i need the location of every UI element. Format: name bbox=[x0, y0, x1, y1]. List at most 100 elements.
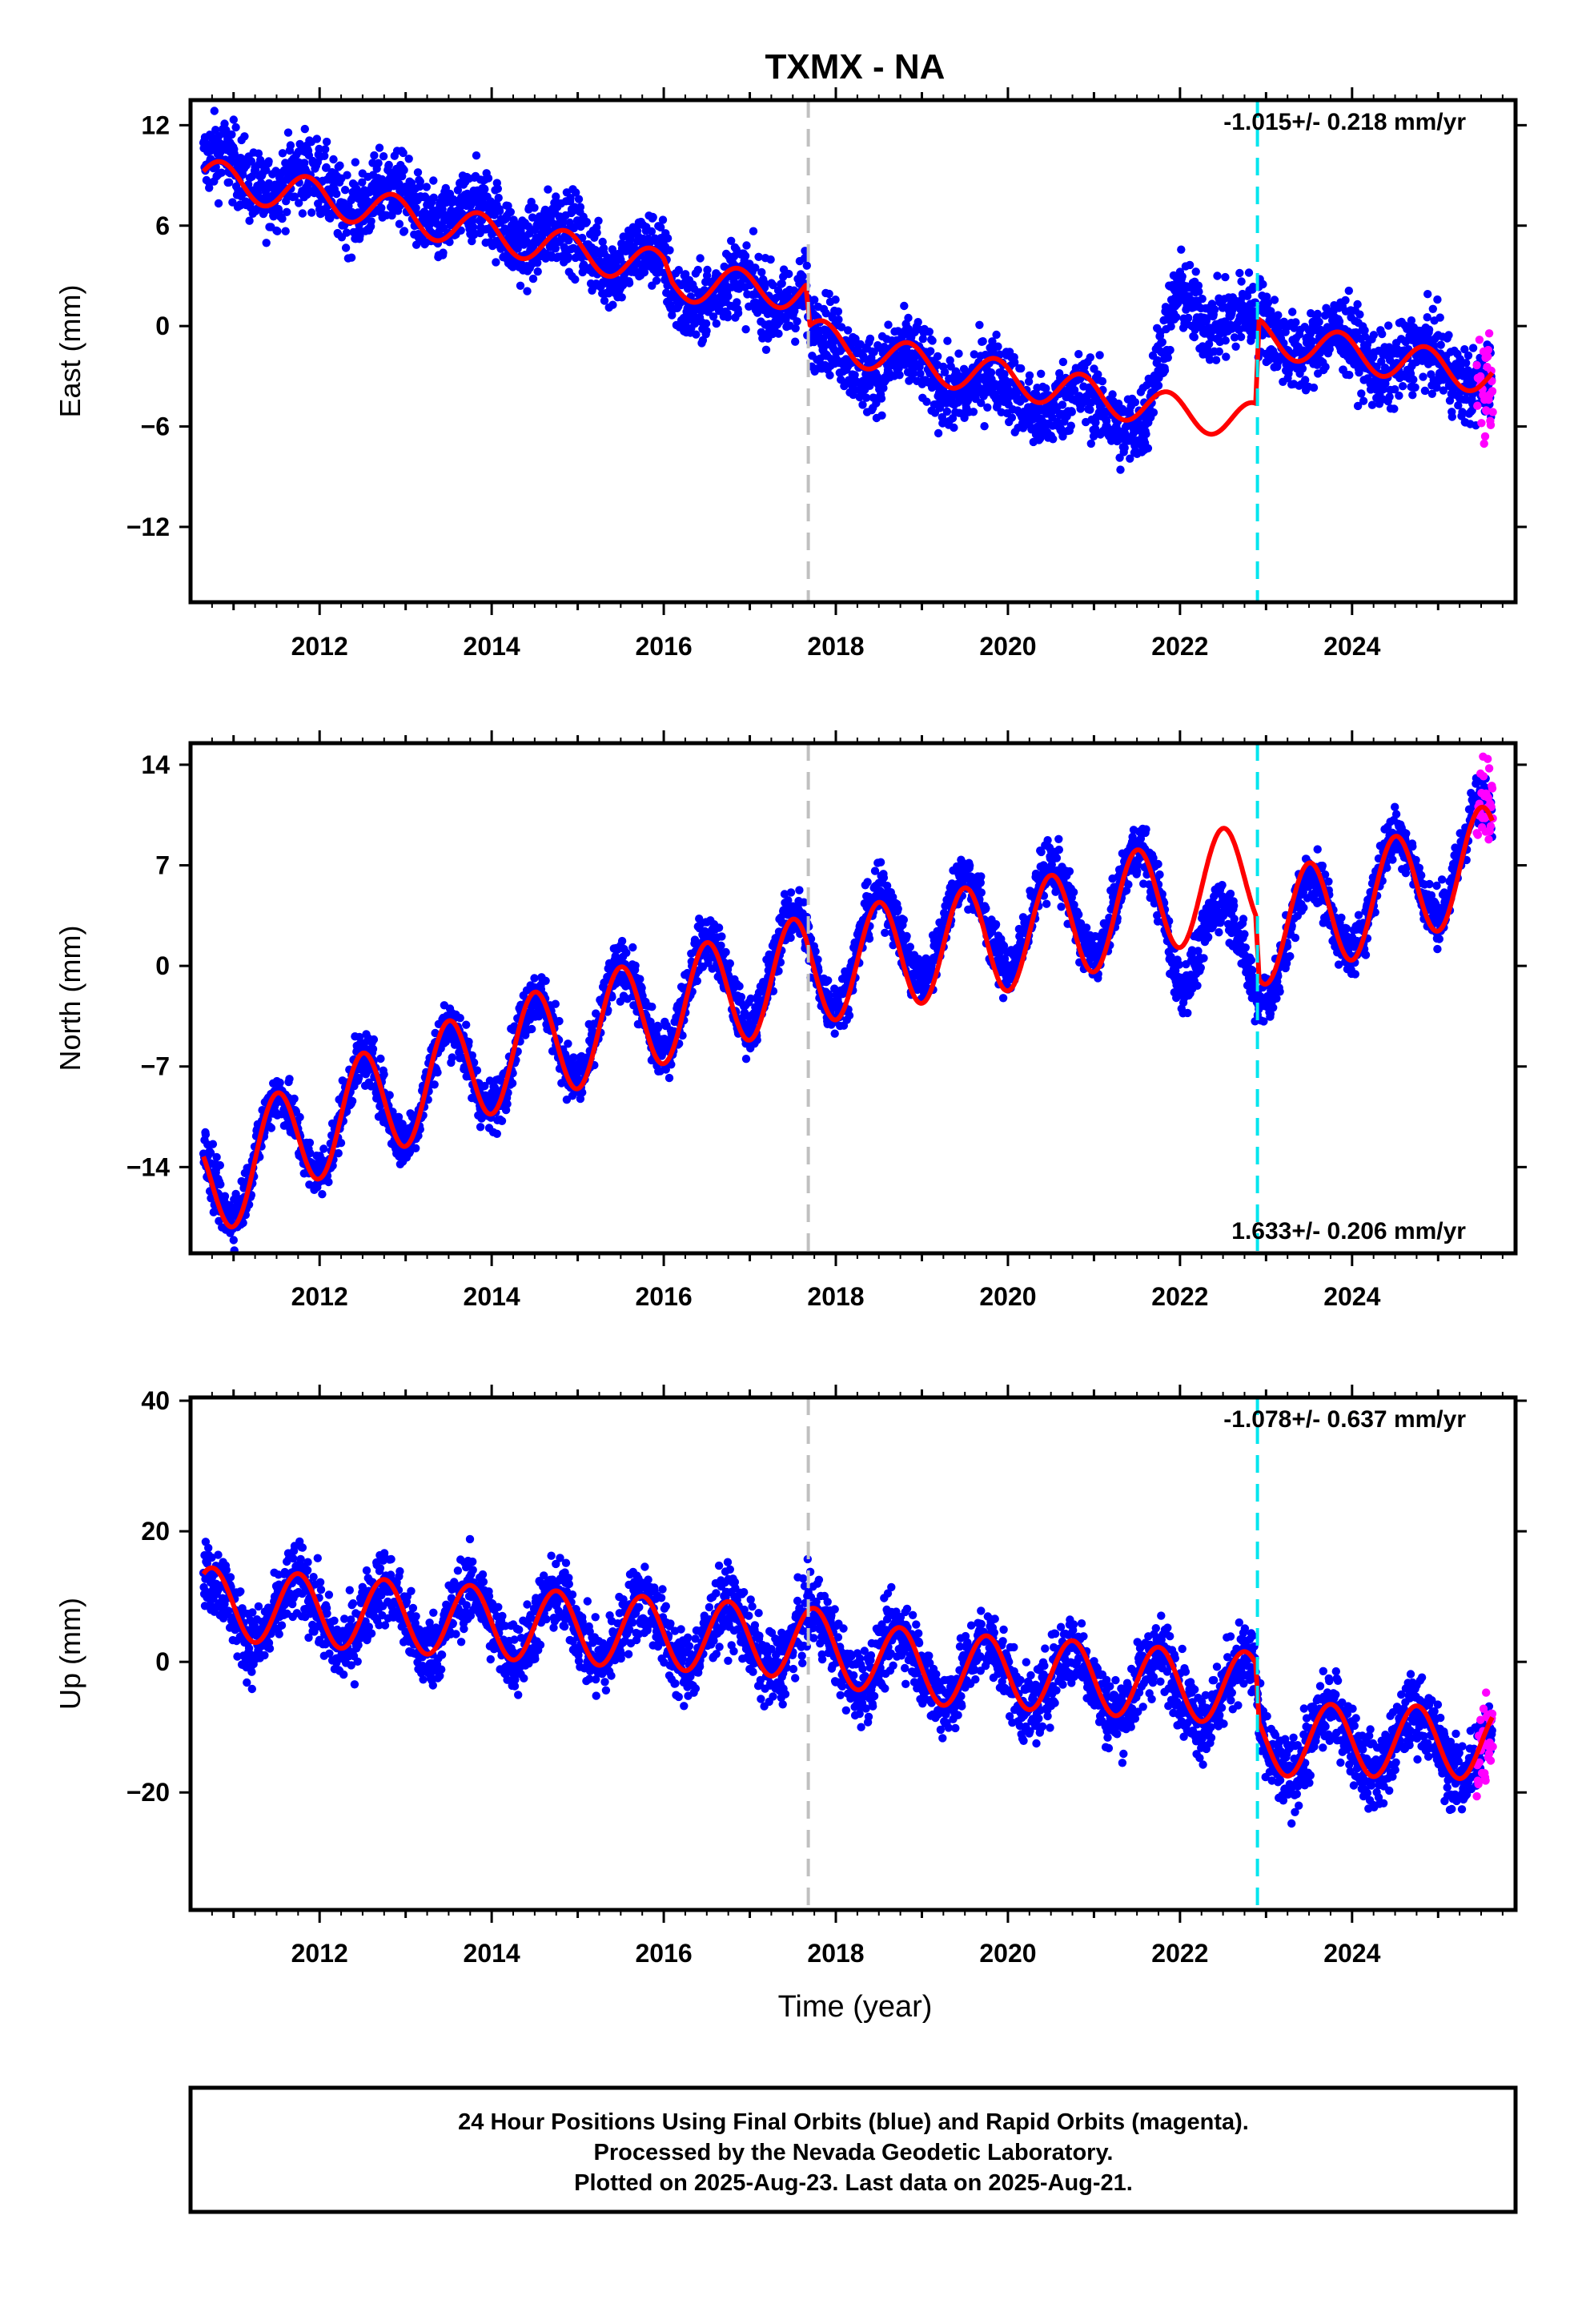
data-point bbox=[412, 1144, 420, 1153]
x-tick-label: 2024 bbox=[1323, 632, 1380, 661]
data-point bbox=[1067, 408, 1077, 416]
rapid-data-point bbox=[1488, 387, 1497, 396]
data-point bbox=[201, 1130, 211, 1139]
data-point bbox=[264, 157, 273, 166]
y-axis-label: East (mm) bbox=[54, 285, 86, 418]
data-point bbox=[375, 143, 384, 152]
data-point bbox=[928, 336, 937, 345]
plot-area bbox=[199, 107, 1497, 474]
data-point bbox=[1468, 344, 1478, 352]
data-point bbox=[387, 211, 396, 220]
data-point bbox=[1444, 331, 1453, 340]
data-point bbox=[785, 269, 793, 279]
data-point bbox=[379, 152, 388, 161]
data-point bbox=[1160, 366, 1170, 375]
data-point bbox=[1436, 340, 1445, 349]
rapid-data-point bbox=[1484, 345, 1493, 355]
data-point bbox=[1211, 356, 1221, 364]
data-point bbox=[343, 171, 351, 179]
data-point bbox=[925, 328, 934, 336]
rapid-data-point bbox=[1480, 432, 1490, 441]
data-point bbox=[681, 270, 690, 279]
data-point bbox=[254, 149, 263, 158]
data-point bbox=[1221, 272, 1230, 282]
data-point bbox=[843, 326, 853, 335]
data-point bbox=[468, 236, 476, 246]
data-point bbox=[648, 1003, 656, 1011]
data-point bbox=[825, 371, 834, 380]
data-point bbox=[422, 183, 431, 191]
data-point bbox=[240, 132, 249, 141]
data-point bbox=[636, 975, 644, 983]
data-point bbox=[533, 259, 542, 267]
data-point bbox=[1215, 347, 1224, 356]
data-point bbox=[227, 130, 236, 139]
data-point bbox=[668, 311, 677, 320]
data-point bbox=[395, 219, 404, 228]
data-point bbox=[1344, 286, 1354, 296]
data-point bbox=[969, 408, 978, 416]
data-point bbox=[433, 1068, 442, 1077]
data-point bbox=[295, 199, 303, 207]
data-point bbox=[448, 1053, 456, 1062]
data-point bbox=[980, 422, 989, 431]
x-tick-label: 2016 bbox=[635, 632, 692, 661]
data-point bbox=[693, 976, 701, 986]
data-point bbox=[702, 327, 711, 336]
data-point bbox=[834, 315, 843, 324]
data-point bbox=[1231, 342, 1240, 351]
data-point bbox=[1411, 383, 1419, 392]
data-point bbox=[1357, 389, 1366, 398]
data-point bbox=[1185, 260, 1195, 270]
data-point bbox=[934, 428, 943, 438]
data-point bbox=[413, 168, 423, 177]
data-point bbox=[1191, 267, 1200, 276]
data-point bbox=[503, 1100, 512, 1108]
data-point bbox=[466, 201, 476, 210]
data-point bbox=[322, 137, 331, 147]
data-point bbox=[484, 174, 493, 183]
rapid-data-point bbox=[1486, 420, 1496, 429]
data-point bbox=[1435, 313, 1444, 322]
data-point bbox=[954, 349, 963, 358]
data-point bbox=[802, 261, 811, 270]
data-point bbox=[336, 1139, 346, 1148]
data-point bbox=[1143, 444, 1153, 452]
data-point bbox=[703, 265, 712, 275]
data-point bbox=[978, 337, 987, 346]
data-point bbox=[551, 999, 560, 1008]
data-point bbox=[741, 251, 750, 260]
data-point bbox=[681, 318, 690, 327]
data-point bbox=[717, 932, 726, 941]
rapid-data-point bbox=[1472, 360, 1481, 370]
data-point bbox=[850, 371, 859, 380]
rapid-data-point bbox=[1477, 419, 1486, 428]
x-tick-label: 2020 bbox=[979, 632, 1036, 661]
data-point bbox=[1309, 383, 1319, 392]
data-point bbox=[1341, 296, 1350, 305]
data-point bbox=[275, 1078, 284, 1088]
data-point bbox=[1359, 396, 1368, 405]
data-point bbox=[262, 239, 271, 247]
data-point bbox=[429, 193, 438, 202]
data-point bbox=[220, 119, 229, 128]
data-point bbox=[950, 423, 958, 432]
data-point bbox=[833, 307, 843, 316]
rapid-data-point bbox=[1484, 329, 1494, 338]
data-point bbox=[290, 192, 299, 201]
data-point bbox=[1163, 353, 1173, 362]
data-point bbox=[1086, 439, 1096, 448]
data-point bbox=[658, 215, 668, 224]
data-point bbox=[1384, 321, 1393, 330]
data-point bbox=[340, 186, 350, 195]
data-point bbox=[307, 208, 316, 217]
data-point bbox=[1095, 351, 1104, 360]
data-point bbox=[220, 1192, 230, 1200]
data-point bbox=[347, 1096, 357, 1106]
data-point bbox=[656, 223, 665, 232]
y-tick-label: 6 bbox=[155, 211, 170, 240]
data-point bbox=[724, 292, 733, 301]
rapid-data-point bbox=[1480, 439, 1488, 448]
x-tick-label: 2014 bbox=[464, 632, 520, 661]
data-point bbox=[283, 128, 293, 137]
